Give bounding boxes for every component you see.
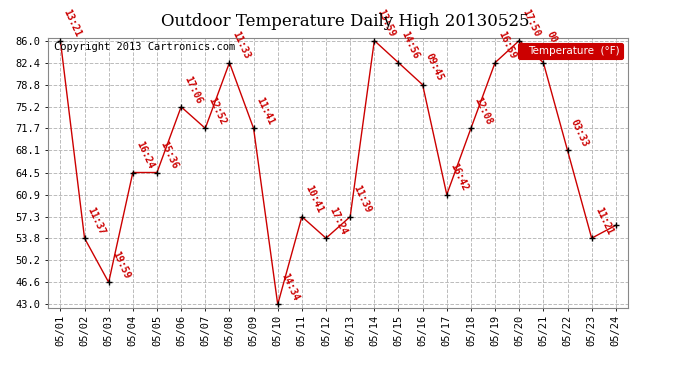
Text: 14:56: 14:56 [400,30,421,61]
Text: 11:33: 11:33 [230,30,252,61]
Text: 17:06: 17:06 [182,74,204,105]
Text: 16:24: 16:24 [134,140,155,171]
Text: 03:33: 03:33 [569,118,590,148]
Text: 15:36: 15:36 [158,140,179,171]
Text: 17:50: 17:50 [520,8,542,39]
Text: 19:59: 19:59 [110,250,131,280]
Text: 11:39: 11:39 [351,184,373,215]
Text: 11:21: 11:21 [593,206,614,236]
Text: Copyright 2013 Cartronics.com: Copyright 2013 Cartronics.com [54,42,235,51]
Text: 09:45: 09:45 [424,52,445,83]
Text: 10:41: 10:41 [303,184,324,215]
Text: 14:34: 14:34 [279,272,300,303]
Text: 11:37: 11:37 [86,206,107,236]
Text: 13:21: 13:21 [61,8,83,39]
Text: 12:52: 12:52 [206,96,228,126]
Text: 11:41: 11:41 [255,96,276,126]
Text: 13:59: 13:59 [375,8,397,39]
Text: 17:24: 17:24 [327,206,348,236]
Text: 12:08: 12:08 [472,96,493,126]
Text: 16:59: 16:59 [496,30,518,61]
Text: 16:42: 16:42 [448,162,469,193]
Legend: Temperature  (°F): Temperature (°F) [518,43,622,59]
Text: 00:00: 00:00 [544,30,566,61]
Text: Outdoor Temperature Daily High 20130525: Outdoor Temperature Daily High 20130525 [161,13,529,30]
